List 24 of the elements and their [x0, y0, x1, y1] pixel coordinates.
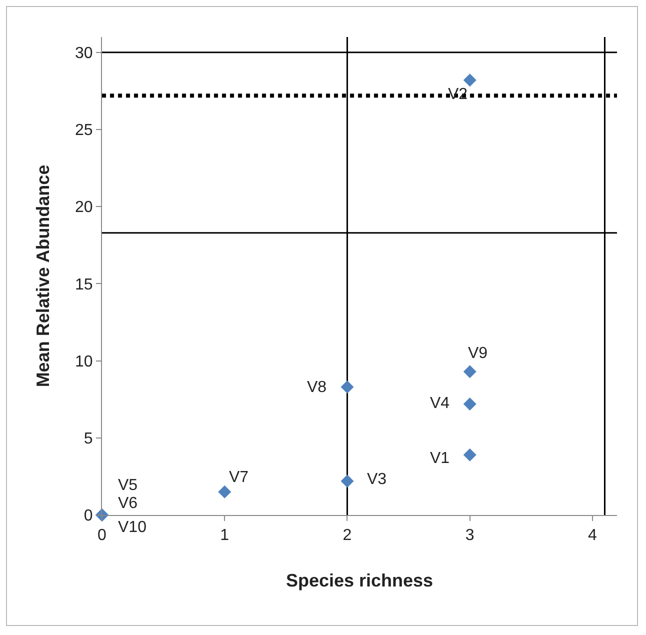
annotation: V9	[468, 345, 488, 362]
y-tick-label: 10	[75, 353, 93, 370]
x-tick-label: 3	[465, 527, 474, 544]
x-tick-label: 2	[342, 527, 352, 544]
annotation: V6	[118, 495, 138, 512]
y-tick-label: 0	[84, 508, 93, 525]
annotation: V8	[307, 379, 327, 396]
annotation: V1	[430, 450, 450, 467]
annotation: V3	[367, 471, 387, 488]
x-tick-label: 0	[98, 527, 107, 544]
y-tick-label: 30	[75, 45, 93, 62]
annotation: V5	[118, 477, 138, 494]
y-tick-label: 25	[75, 122, 93, 140]
y-tick-label: 5	[84, 430, 93, 448]
annotation: V7	[229, 469, 249, 486]
annotation: V10	[118, 519, 147, 536]
x-tick-label: 4	[588, 527, 598, 544]
y-axis-title: Mean Relative Abundance	[33, 164, 54, 388]
x-axis-title: Species richness	[286, 570, 434, 590]
annotation: V4	[430, 395, 450, 412]
y-tick-label: 20	[75, 199, 93, 216]
y-tick-label: 15	[75, 276, 93, 294]
x-tick-label: 1	[220, 527, 230, 544]
annotation: V2	[448, 86, 468, 103]
